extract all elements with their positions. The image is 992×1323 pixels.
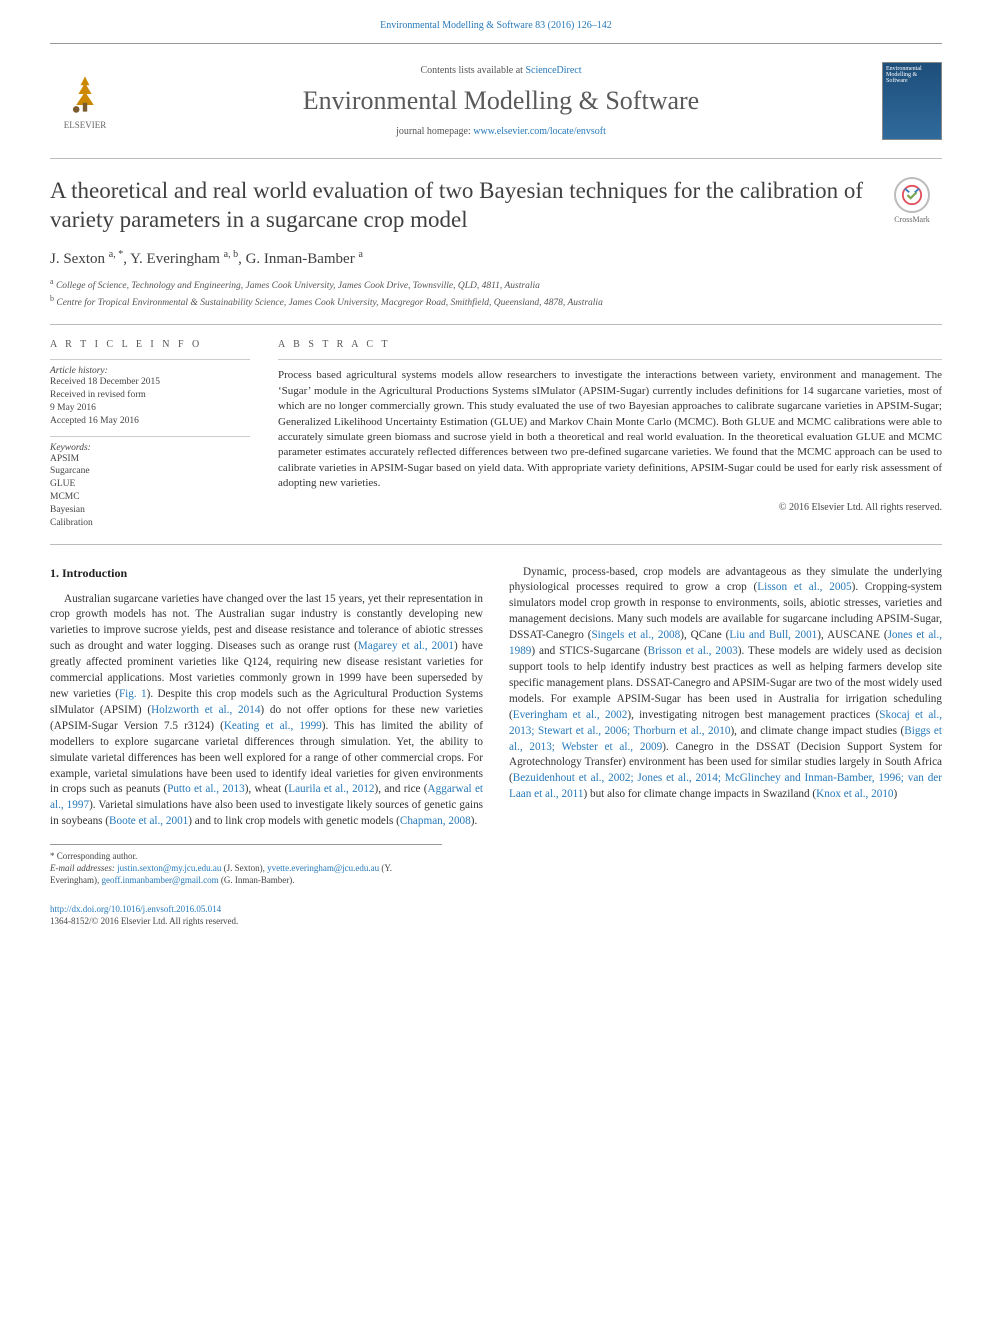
top-rule <box>50 43 942 44</box>
abstract-column: A B S T R A C T Process based agricultur… <box>278 339 942 529</box>
keyword-item: GLUE <box>50 478 250 491</box>
elsevier-logo[interactable]: ELSEVIER <box>50 72 120 130</box>
keyword-item: APSIM <box>50 453 250 466</box>
cite-boote[interactable]: Boote et al., 2001 <box>109 815 188 827</box>
corresponding-author-note: * Corresponding author. <box>50 850 442 862</box>
t: ) and STICS-Sugarcane ( <box>531 645 647 657</box>
cite-singels[interactable]: Singels et al., 2008 <box>591 629 680 641</box>
t: ), wheat ( <box>245 783 289 795</box>
history-item: Received 18 December 2015 <box>50 376 250 389</box>
sciencedirect-link[interactable]: ScienceDirect <box>525 65 581 76</box>
authors-line: J. Sexton a, *, Y. Everingham a, b, G. I… <box>50 249 942 268</box>
t: ), QCane ( <box>680 629 729 641</box>
section-rule-2 <box>50 544 942 545</box>
cite-brisson[interactable]: Brisson et al., 2003 <box>648 645 738 657</box>
article-info-head: A R T I C L E I N F O <box>50 339 250 350</box>
cover-thumb-title: Environmental Modelling & Software <box>886 66 938 84</box>
affiliations: a College of Science, Technology and Eng… <box>50 276 942 311</box>
footnotes-block: * Corresponding author. E-mail addresses… <box>50 844 442 886</box>
info-subrule-2 <box>50 436 250 437</box>
history-item: Received in revised form <box>50 389 250 402</box>
abstract-head: A B S T R A C T <box>278 339 942 350</box>
masthead: ELSEVIER Contents lists available at Sci… <box>50 54 942 152</box>
masthead-center: Contents lists available at ScienceDirec… <box>120 65 882 137</box>
cite-magarey[interactable]: Magarey et al., 2001 <box>358 640 454 652</box>
keyword-item: Bayesian <box>50 504 250 517</box>
t: ). <box>471 815 478 827</box>
journal-cover-thumb[interactable]: Environmental Modelling & Software <box>882 62 942 140</box>
cite-putto[interactable]: Putto et al., 2013 <box>167 783 245 795</box>
email-addresses-line: E-mail addresses: justin.sexton@my.jcu.e… <box>50 862 442 886</box>
keywords-label: Keywords: <box>50 443 250 453</box>
running-head: Environmental Modelling & Software 83 (2… <box>50 20 942 31</box>
info-subrule-1 <box>50 359 250 360</box>
email-label: E-mail addresses: <box>50 863 115 873</box>
history-item: Accepted 16 May 2016 <box>50 415 250 428</box>
history-item: 9 May 2016 <box>50 402 250 415</box>
t: ), AUSCANE ( <box>817 629 887 641</box>
journal-name: Environmental Modelling & Software <box>120 86 882 116</box>
figref-1[interactable]: Fig. 1 <box>119 688 147 700</box>
intro-para-2: Dynamic, process-based, crop models are … <box>509 565 942 804</box>
mid-rule <box>50 158 942 159</box>
body-columns: 1. Introduction Australian sugarcane var… <box>50 565 942 831</box>
t: ), and rice ( <box>375 783 428 795</box>
intro-para-1: Australian sugarcane varieties have chan… <box>50 592 483 831</box>
footer-block: http://dx.doi.org/10.1016/j.envsoft.2016… <box>50 903 942 927</box>
author-email-link[interactable]: justin.sexton@my.jcu.edu.au <box>117 863 221 873</box>
elsevier-tree-icon <box>63 72 107 116</box>
cite-liu[interactable]: Liu and Bull, 2001 <box>729 629 817 641</box>
cite-laurila[interactable]: Laurila et al., 2012 <box>288 783 374 795</box>
homepage-line: journal homepage: www.elsevier.com/locat… <box>120 126 882 137</box>
history-label: Article history: <box>50 366 250 376</box>
affiliation-line: a College of Science, Technology and Eng… <box>50 276 942 293</box>
t: ), and climate change impact studies ( <box>730 725 904 737</box>
cite-knox[interactable]: Knox et al., 2010 <box>816 788 893 800</box>
keyword-item: Calibration <box>50 517 250 530</box>
publisher-name: ELSEVIER <box>50 120 120 130</box>
author-email-link[interactable]: yvette.everingham@jcu.edu.au <box>267 863 379 873</box>
abstract-subrule <box>278 359 942 360</box>
affiliation-line: b Centre for Tropical Environmental & Su… <box>50 293 942 310</box>
homepage-link[interactable]: www.elsevier.com/locate/envsoft <box>473 126 606 137</box>
doi-link[interactable]: http://dx.doi.org/10.1016/j.envsoft.2016… <box>50 904 221 914</box>
keyword-item: MCMC <box>50 491 250 504</box>
t: ), investigating nitrogen best managemen… <box>627 709 879 721</box>
cite-chapman[interactable]: Chapman, 2008 <box>400 815 471 827</box>
section-rule-1 <box>50 324 942 325</box>
cite-holzworth[interactable]: Holzworth et al., 2014 <box>151 704 260 716</box>
info-abstract-row: A R T I C L E I N F O Article history: R… <box>50 339 942 529</box>
t: ) but also for climate change impacts in… <box>583 788 816 800</box>
cite-keating[interactable]: Keating et al., 1999 <box>224 720 322 732</box>
issn-copyright: 1364-8152/© 2016 Elsevier Ltd. All right… <box>50 916 238 926</box>
crossmark-badge-icon <box>894 177 930 213</box>
crossmark-widget[interactable]: CrossMark <box>882 177 942 224</box>
author-email-link[interactable]: geoff.inmanbamber@gmail.com <box>101 875 218 885</box>
abstract-text: Process based agricultural systems model… <box>278 368 942 491</box>
cite-lisson[interactable]: Lisson et al., 2005 <box>757 581 851 593</box>
cite-everingham[interactable]: Everingham et al., 2002 <box>513 709 628 721</box>
contents-line: Contents lists available at ScienceDirec… <box>120 65 882 76</box>
t: ) <box>894 788 898 800</box>
article-info-column: A R T I C L E I N F O Article history: R… <box>50 339 250 529</box>
contents-prefix: Contents lists available at <box>420 65 525 76</box>
intro-heading: 1. Introduction <box>50 565 483 582</box>
crossmark-label: CrossMark <box>882 215 942 224</box>
t: ) and to link crop models with genetic m… <box>188 815 400 827</box>
paper-title: A theoretical and real world evaluation … <box>50 177 870 235</box>
copyright-line: © 2016 Elsevier Ltd. All rights reserved… <box>278 502 942 513</box>
title-row: A theoretical and real world evaluation … <box>50 177 942 235</box>
homepage-prefix: journal homepage: <box>396 126 473 137</box>
keyword-item: Sugarcane <box>50 465 250 478</box>
